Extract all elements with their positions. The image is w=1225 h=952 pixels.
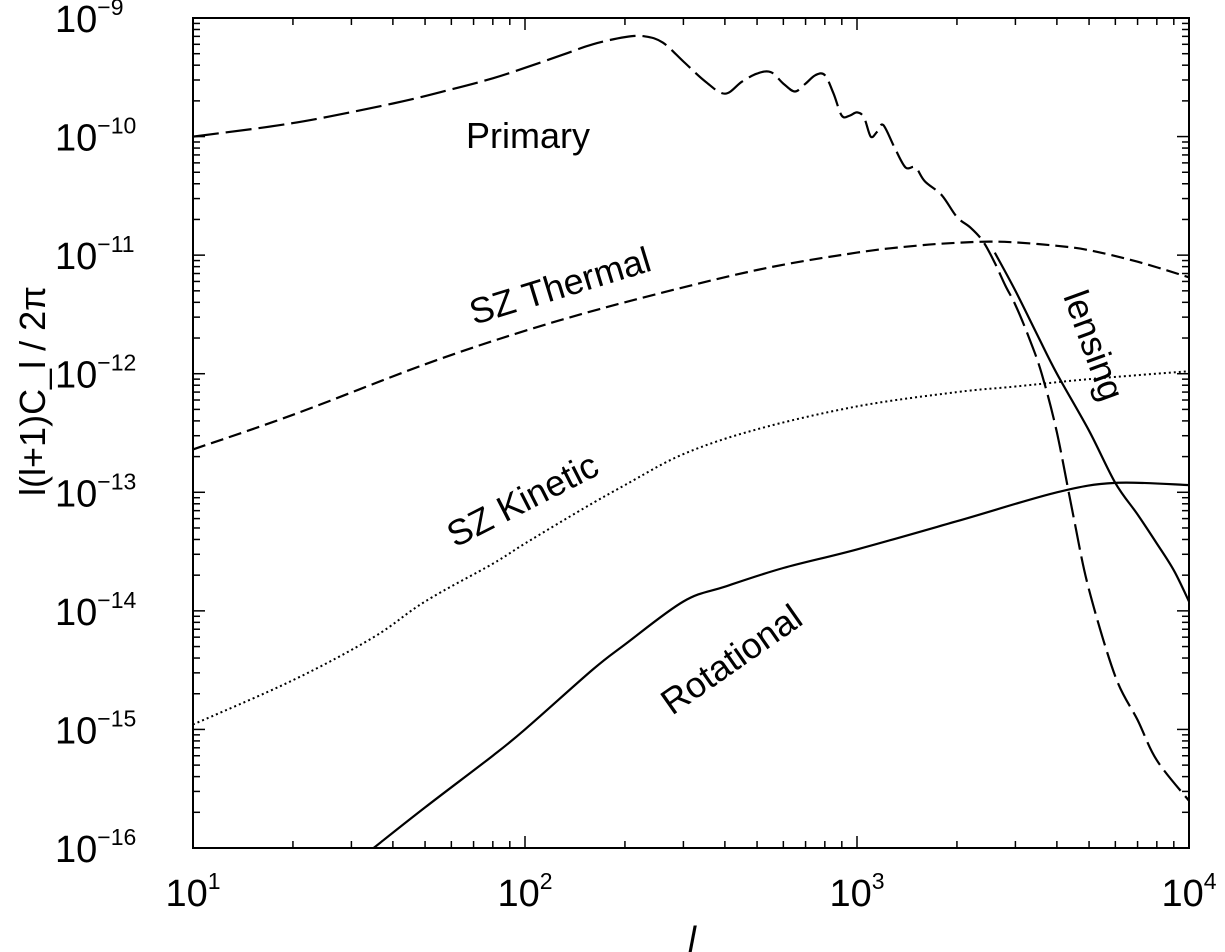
x-tick-label: 104: [1161, 868, 1216, 915]
series-lensing: [993, 252, 1189, 602]
label-rotational: Rotational: [653, 596, 809, 723]
x-axis-title: l: [688, 919, 697, 952]
y-axis-title: l(l+1)C_l / 2π: [12, 286, 53, 496]
x-tick-label: 101: [165, 868, 220, 915]
plot-frame: [192, 17, 1190, 849]
label-sz-thermal: SZ Thermal: [464, 239, 655, 333]
label-lensing: lensing: [1055, 285, 1133, 406]
y-tick-label: 10−12: [55, 350, 136, 397]
y-tick-label: 10−13: [55, 468, 136, 515]
axis-ticks: [192, 17, 1190, 849]
x-tick-label: 102: [497, 868, 552, 915]
series-primary: [193, 34, 1189, 802]
y-tick-labels: 10−9 10−10 10−11 10−12 10−13 10−14 10−15 10−16: [55, 0, 137, 871]
y-tick-label: 10−16: [55, 824, 136, 871]
label-primary: Primary: [466, 115, 590, 156]
label-sz-kinetic: SZ Kinetic: [440, 444, 605, 555]
y-tick-label: 10−9: [55, 0, 124, 41]
plot-curves: [193, 34, 1189, 848]
y-tick-label: 10−15: [55, 705, 136, 752]
series-sz-thermal: [193, 240, 1189, 451]
y-tick-label: 10−10: [55, 113, 136, 160]
x-tick-label: 103: [829, 868, 884, 915]
y-tick-label: 10−14: [55, 587, 137, 634]
series-sz-kinetic: [193, 370, 1189, 726]
y-tick-label: 10−11: [55, 231, 135, 278]
series-rotational: [372, 481, 1189, 848]
x-tick-labels: 101 102 103 104: [165, 868, 1216, 915]
